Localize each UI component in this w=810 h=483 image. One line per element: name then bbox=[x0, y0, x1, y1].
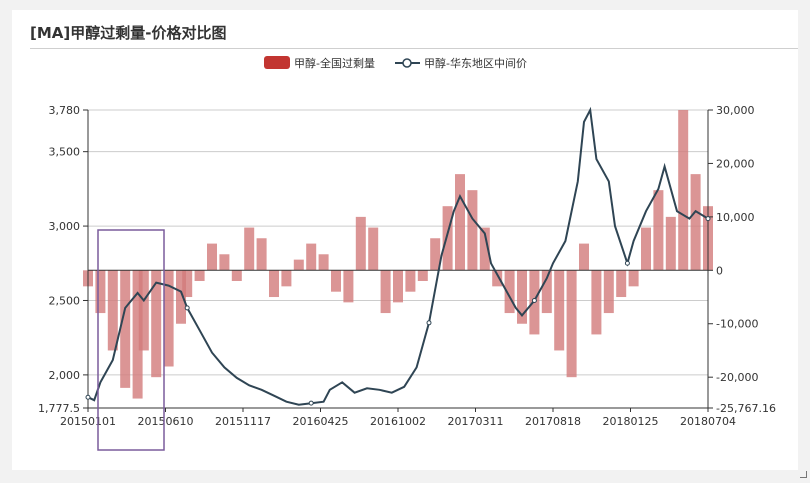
surplus-bar bbox=[107, 270, 118, 351]
surplus-bar bbox=[616, 270, 627, 298]
surplus-bar bbox=[132, 270, 143, 399]
price-marker bbox=[184, 305, 190, 311]
surplus-bar bbox=[653, 190, 664, 271]
surplus-bar bbox=[417, 270, 428, 281]
price-marker bbox=[308, 400, 314, 406]
x-tick-label: 20150610 bbox=[138, 415, 194, 428]
surplus-bar bbox=[517, 270, 527, 324]
right-tick-label: 20,000 bbox=[716, 157, 755, 170]
axes: 1,777.5 2,000 2,500 3,000 3,500 3,780 -25,767.… bbox=[38, 104, 776, 428]
grid-lines bbox=[88, 109, 708, 409]
price-marker bbox=[426, 320, 432, 326]
chart-title: [MA]甲醇过剩量-价格对比图 bbox=[30, 24, 227, 42]
left-tick-label: 2,500 bbox=[49, 294, 81, 307]
price-marker bbox=[624, 260, 630, 266]
surplus-bar bbox=[368, 227, 379, 271]
left-tick-label: 3,780 bbox=[49, 104, 81, 117]
surplus-bar bbox=[566, 270, 577, 378]
surplus-bar bbox=[554, 270, 565, 351]
surplus-bar bbox=[603, 270, 614, 314]
price-marker bbox=[85, 394, 91, 400]
chart-canvas: 甲醇-全国过剩量 甲醇-华东地区中间价 1,777.5 2,000 2,500 3,0… bbox=[38, 56, 776, 451]
right-tick-label: -10,000 bbox=[716, 318, 758, 331]
surplus-bar bbox=[628, 270, 639, 287]
x-tick-label: 20170311 bbox=[448, 415, 504, 428]
surplus-bar bbox=[504, 270, 515, 314]
x-tick-label: 20161002 bbox=[370, 415, 426, 428]
surplus-bar bbox=[690, 174, 701, 271]
legend[interactable]: 甲醇-全国过剩量 甲醇-华东地区中间价 bbox=[264, 56, 527, 70]
surplus-bar bbox=[479, 227, 490, 271]
surplus-bar bbox=[541, 270, 552, 314]
x-tick-label: 20170818 bbox=[525, 415, 581, 428]
surplus-bar bbox=[380, 270, 391, 314]
surplus-bar bbox=[269, 270, 279, 298]
surplus-bar bbox=[405, 270, 416, 292]
x-tick-label: 20180704 bbox=[680, 415, 736, 428]
surplus-bar bbox=[194, 270, 205, 281]
legend-line-label[interactable]: 甲醇-华东地区中间价 bbox=[424, 56, 527, 70]
right-tick-label: 0 bbox=[716, 264, 723, 277]
left-tick-label: 2,000 bbox=[49, 369, 81, 382]
surplus-bar bbox=[442, 206, 453, 271]
surplus-bar bbox=[293, 259, 304, 271]
left-tick-label: 3,000 bbox=[49, 220, 81, 233]
legend-bar-swatch bbox=[264, 56, 290, 69]
chart-panel: [MA]甲醇过剩量-价格对比图 甲醇-全国过剩量 甲醇-华东地区中间价 1,77… bbox=[12, 10, 807, 478]
x-tick-label: 20180125 bbox=[603, 415, 659, 428]
zoom-selection-box[interactable] bbox=[97, 229, 165, 451]
price-marker bbox=[705, 216, 711, 222]
surplus-bar bbox=[163, 270, 174, 367]
surplus-bar bbox=[331, 270, 341, 292]
price-line-path bbox=[87, 106, 709, 406]
right-tick-label: -25,767.16 bbox=[716, 402, 776, 415]
price-marker bbox=[531, 297, 537, 303]
surplus-bar bbox=[591, 270, 602, 335]
surplus-bar bbox=[231, 270, 242, 281]
surplus-bar bbox=[430, 238, 441, 271]
title-divider bbox=[30, 48, 798, 49]
surplus-bar bbox=[455, 174, 465, 271]
resize-handle[interactable] bbox=[800, 471, 807, 478]
surplus-bar bbox=[467, 190, 478, 271]
surplus-bar bbox=[318, 254, 329, 271]
surplus-bar bbox=[120, 270, 131, 388]
legend-line-marker bbox=[402, 58, 412, 68]
surplus-bar bbox=[343, 270, 354, 303]
surplus-bar bbox=[641, 227, 651, 271]
x-tick-label: 20160425 bbox=[293, 415, 349, 428]
surplus-bar bbox=[355, 216, 366, 271]
surplus-bar bbox=[219, 254, 230, 271]
right-tick-label: 30,000 bbox=[716, 104, 755, 117]
right-tick-label: 10,000 bbox=[716, 211, 755, 224]
surplus-bar bbox=[182, 270, 193, 298]
surplus-bar bbox=[306, 243, 317, 271]
surplus-bar bbox=[151, 270, 162, 378]
left-tick-label: 3,500 bbox=[49, 146, 81, 159]
legend-bar-label[interactable]: 甲醇-全国过剩量 bbox=[294, 56, 375, 70]
price-line bbox=[85, 106, 711, 406]
surplus-bar bbox=[665, 216, 676, 271]
surplus-bars bbox=[83, 110, 713, 399]
surplus-bar bbox=[138, 270, 149, 351]
surplus-bar bbox=[393, 270, 403, 303]
surplus-bar bbox=[244, 227, 255, 271]
right-tick-label: -20,000 bbox=[716, 371, 758, 384]
x-tick-label: 20150101 bbox=[60, 415, 116, 428]
x-tick-label: 20151117 bbox=[215, 415, 271, 428]
surplus-bar bbox=[579, 243, 589, 271]
surplus-bar bbox=[176, 270, 186, 324]
surplus-bar bbox=[256, 238, 267, 271]
surplus-bar bbox=[207, 243, 217, 271]
surplus-bar bbox=[492, 270, 503, 287]
surplus-bar bbox=[95, 270, 106, 314]
left-tick-label: 1,777.5 bbox=[38, 402, 80, 415]
surplus-bar bbox=[678, 110, 689, 271]
surplus-bar bbox=[281, 270, 292, 287]
